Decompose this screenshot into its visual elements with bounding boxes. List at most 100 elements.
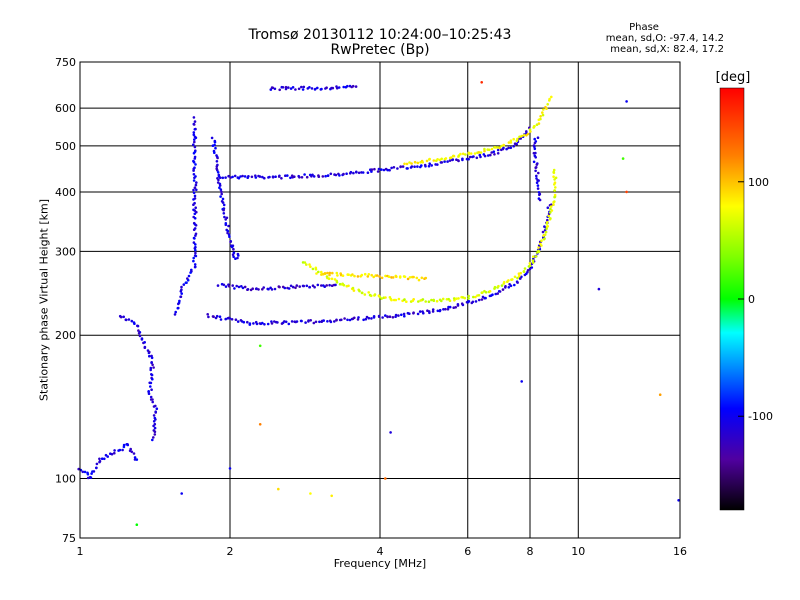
trace-point bbox=[194, 251, 197, 255]
trace-point bbox=[452, 154, 456, 158]
colorbar-tick-label: -100 bbox=[748, 410, 773, 423]
trace-point bbox=[403, 275, 407, 279]
trace-point bbox=[537, 122, 541, 125]
trace-point bbox=[224, 218, 227, 221]
trace-point bbox=[98, 459, 102, 463]
trace-point bbox=[543, 233, 547, 236]
trace-point bbox=[522, 134, 526, 137]
trace-point bbox=[473, 152, 477, 155]
trace-point bbox=[226, 229, 230, 233]
trace-point bbox=[553, 193, 557, 197]
trace-point bbox=[412, 311, 415, 315]
trace-point bbox=[150, 388, 153, 392]
trace-point bbox=[408, 276, 412, 279]
trace-point bbox=[329, 172, 333, 176]
trace-point bbox=[553, 181, 557, 184]
x-axis-label: Frequency [MHz] bbox=[333, 557, 427, 570]
trace-point bbox=[410, 162, 413, 165]
trace-point bbox=[440, 299, 443, 303]
trace-point bbox=[394, 315, 397, 319]
trace-point bbox=[137, 331, 141, 335]
trace-point bbox=[496, 152, 500, 155]
trace-point bbox=[483, 147, 486, 151]
trace-point bbox=[132, 452, 136, 455]
trace-point bbox=[490, 147, 494, 151]
trace-point bbox=[520, 275, 523, 279]
trace-point bbox=[484, 291, 488, 294]
trace-point bbox=[95, 466, 98, 470]
trace-point bbox=[192, 191, 196, 195]
trace-point bbox=[213, 143, 216, 147]
trace-point bbox=[397, 297, 401, 301]
trace-point bbox=[335, 279, 339, 283]
trace-point bbox=[243, 285, 247, 289]
trace-point bbox=[413, 160, 417, 164]
trace-point bbox=[254, 287, 258, 291]
trace-point bbox=[222, 283, 226, 287]
trace-point bbox=[363, 272, 367, 276]
trace-point bbox=[268, 175, 271, 179]
y-axis-ticks: 75 100 200 300 400 500 600 750 bbox=[55, 56, 76, 545]
trace-point bbox=[387, 275, 391, 279]
trace-point bbox=[278, 285, 281, 289]
trace-point bbox=[452, 297, 456, 300]
trace-point bbox=[271, 176, 275, 179]
trace-point bbox=[522, 270, 526, 273]
trace-point bbox=[406, 277, 410, 281]
x-tick-label: 8 bbox=[527, 545, 534, 558]
trace-point bbox=[192, 256, 195, 260]
trace-point bbox=[403, 314, 406, 318]
trace-point bbox=[235, 284, 238, 288]
trace-point bbox=[118, 448, 122, 452]
isolated-point bbox=[309, 492, 312, 495]
trace-point bbox=[193, 254, 197, 257]
trace-point bbox=[477, 298, 481, 302]
trace-point bbox=[213, 140, 217, 144]
trace-point bbox=[328, 271, 332, 275]
trace-point bbox=[152, 436, 155, 439]
trace-point bbox=[193, 237, 196, 240]
trace-point bbox=[377, 314, 381, 318]
trace-point bbox=[241, 286, 245, 290]
trace-point bbox=[83, 470, 87, 474]
trace-point bbox=[494, 292, 498, 296]
isolated-point bbox=[520, 380, 523, 383]
trace-point bbox=[180, 285, 183, 289]
trace-point bbox=[227, 224, 230, 228]
trace-point bbox=[356, 318, 360, 321]
trace-point bbox=[367, 273, 371, 276]
trace-point bbox=[444, 157, 448, 160]
trace-point bbox=[370, 317, 373, 320]
trace-point bbox=[392, 166, 396, 169]
trace-point bbox=[119, 315, 123, 319]
trace-point bbox=[106, 455, 109, 458]
trace-point bbox=[149, 395, 153, 399]
trace-point bbox=[516, 281, 519, 284]
trace-point bbox=[491, 293, 494, 297]
trace-point bbox=[217, 175, 221, 178]
trace-point bbox=[366, 275, 370, 278]
trace-point bbox=[140, 338, 144, 341]
trace-point bbox=[431, 308, 435, 311]
trace-point bbox=[388, 168, 391, 172]
trace-point bbox=[320, 270, 323, 274]
trace-point bbox=[213, 151, 216, 154]
trace-point bbox=[531, 261, 535, 264]
trace-point bbox=[523, 267, 527, 270]
trace-point bbox=[452, 306, 456, 310]
trace-point bbox=[303, 173, 306, 176]
trace-point bbox=[382, 168, 386, 172]
trace-point bbox=[334, 283, 337, 287]
trace-point bbox=[284, 87, 288, 91]
trace-point bbox=[391, 276, 395, 279]
trace-point bbox=[380, 276, 384, 280]
trace-point bbox=[430, 164, 434, 167]
trace-point bbox=[193, 120, 197, 123]
trace-point bbox=[333, 320, 336, 323]
trace-point bbox=[320, 87, 323, 91]
trace-point bbox=[352, 171, 355, 175]
trace-point bbox=[195, 188, 198, 192]
isolated-point bbox=[180, 492, 183, 495]
trace-point bbox=[325, 284, 329, 287]
grid bbox=[80, 62, 680, 538]
